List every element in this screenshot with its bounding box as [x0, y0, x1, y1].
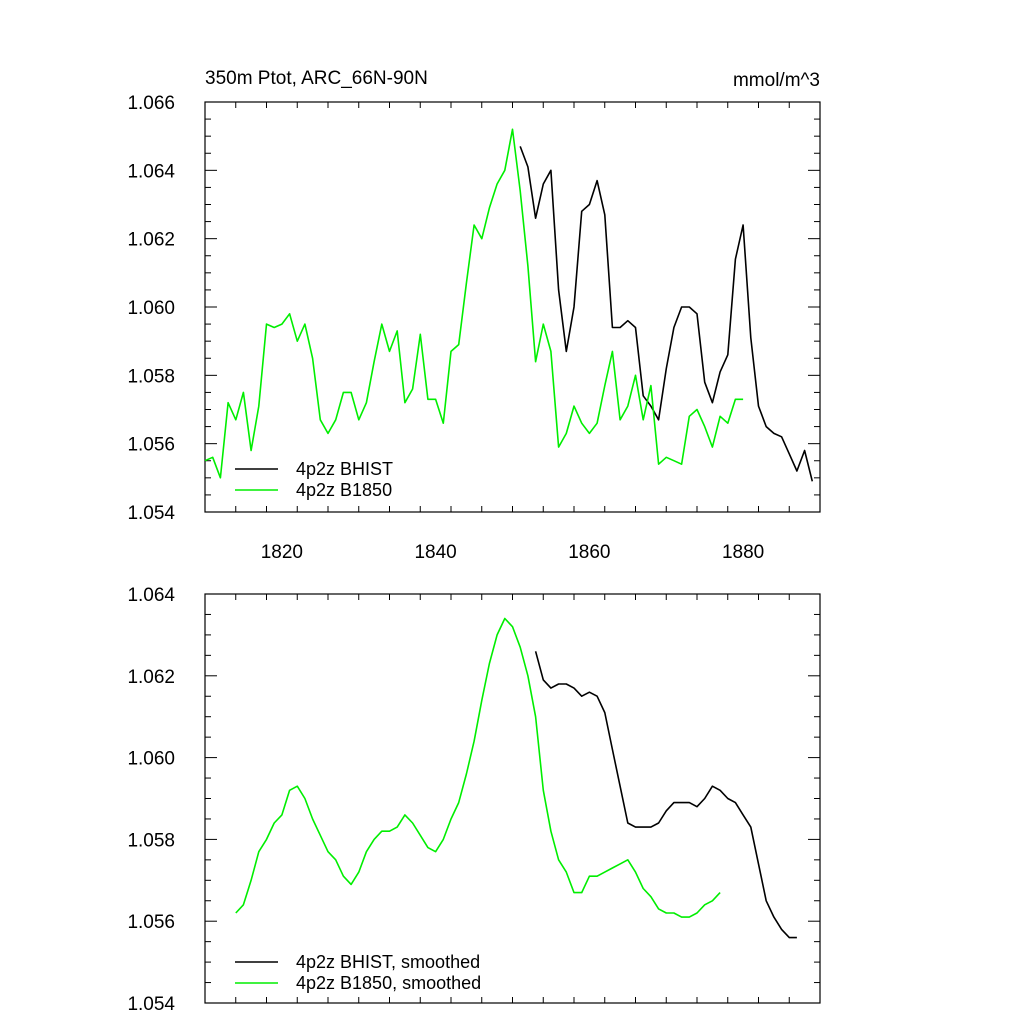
series-line-b1850 — [235, 617, 721, 918]
y-tick-label: 1.064 — [127, 585, 175, 606]
x-tick-label: 1880 — [722, 542, 764, 563]
y-tick-label: 1.054 — [127, 503, 175, 524]
y-tick-label: 1.058 — [127, 830, 175, 851]
legend-label: 4p2z BHIST, smoothed — [296, 952, 480, 972]
series-line-bhist — [534, 651, 797, 939]
legend-label: 4p2z B1850, smoothed — [296, 973, 481, 993]
series-line-b1850 — [204, 128, 744, 479]
y-tick-label: 1.060 — [127, 298, 175, 319]
y-tick-label: 1.060 — [127, 749, 175, 770]
x-tick-label: 1860 — [568, 542, 610, 563]
series-line-bhist — [519, 146, 814, 482]
y-tick-label: 1.062 — [127, 230, 175, 251]
plot-frame — [204, 101, 821, 513]
y-tick-label: 1.058 — [127, 366, 175, 387]
top-panel-raw: 1820 1840 1860 1880 1.054 1.056 1.058 1.060 1.06… — [127, 93, 821, 563]
x-tick-label: 1820 — [261, 542, 303, 563]
y-tick-label: 1.062 — [127, 667, 175, 688]
units-label: mmol/m^3 — [733, 70, 820, 91]
y-tick-label: 1.056 — [127, 435, 175, 456]
y-tick-label: 1.064 — [127, 161, 175, 182]
chart-title: 350m Ptot, ARC_66N-90N — [205, 68, 428, 89]
y-tick-label: 1.066 — [127, 93, 175, 114]
x-tick-label: 1840 — [414, 542, 456, 563]
bottom-panel-smoothed: 1.054 1.056 1.058 1.060 1.062 1.064 4p2z BHIST… — [127, 585, 821, 1015]
legend-label: 4p2z BHIST — [296, 459, 393, 479]
legend-label: 4p2z B1850 — [296, 480, 392, 500]
y-tick-label: 1.056 — [127, 912, 175, 933]
y-tick-label: 1.054 — [127, 994, 175, 1015]
